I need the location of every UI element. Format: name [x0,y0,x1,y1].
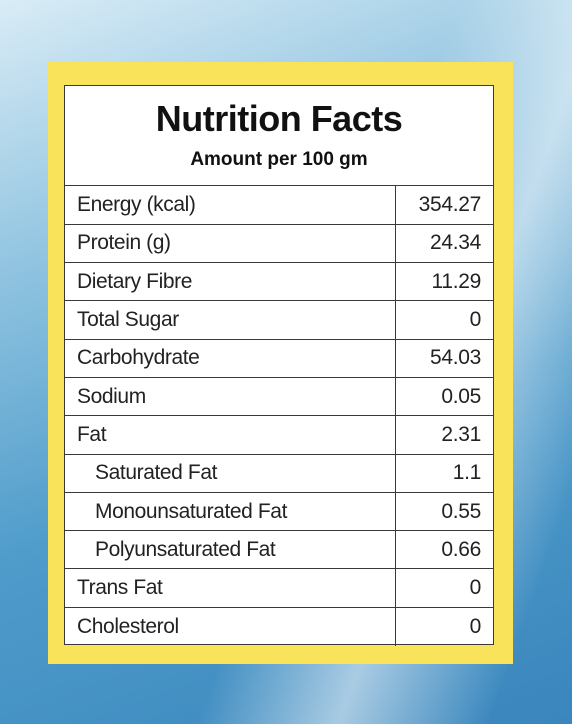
nutrient-value: 0 [394,568,493,608]
nutrient-value: 0.66 [394,530,493,570]
nutrient-name: Trans Fat [65,568,395,608]
table-row: Saturated Fat 1.1 [65,454,493,493]
table-row: Trans Fat 0 [65,568,493,608]
nutrient-name: Dietary Fibre [65,262,395,302]
table-row: Polyunsaturated Fat 0.66 [65,530,493,570]
nutrient-value: 54.03 [394,339,493,378]
table-row: Carbohydrate 54.03 [65,339,493,378]
nutrient-value: 0 [394,607,493,646]
nutrient-value: 1.1 [394,454,493,493]
nutrient-subname: Saturated Fat [65,454,395,493]
table-row: Energy (kcal) 354.27 [65,186,493,225]
label-subtitle: Amount per 100 gm [190,149,368,170]
nutrient-name: Fat [65,415,395,455]
nutrient-value: 2.31 [394,415,493,455]
nutrient-name: Total Sugar [65,300,395,340]
nutrient-subname: Monounsaturated Fat [65,492,395,532]
nutrient-value: 24.34 [394,224,493,264]
table-row: Protein (g) 24.34 [65,224,493,264]
nutrient-name: Energy (kcal) [65,186,395,225]
table-row: Total Sugar 0 [65,300,493,340]
table-row: Dietary Fibre 11.29 [65,262,493,302]
nutrition-label: Nutrition Facts Amount per 100 gm Energy… [64,85,494,646]
nutrient-name: Carbohydrate [65,339,395,378]
table-row: Monounsaturated Fat 0.55 [65,492,493,532]
table-row: Sodium 0.05 [65,377,493,417]
label-title: Nutrition Facts [155,98,403,139]
nutrient-value: 0.55 [394,492,493,532]
nutrient-value: 354.27 [394,186,493,225]
nutrient-subname: Polyunsaturated Fat [65,530,395,570]
nutrition-table: Energy (kcal) 354.27 Protein (g) 24.34 D… [65,186,493,646]
table-row: Cholesterol 0 [65,607,493,646]
nutrient-value: 0.05 [394,377,493,417]
label-header: Nutrition Facts Amount per 100 gm [65,86,493,186]
nutrient-name: Cholesterol [77,614,179,638]
table-row: Fat 2.31 [65,415,493,455]
nutrient-name: Protein (g) [65,224,395,264]
nutrient-name: Sodium [65,377,395,417]
nutrient-value: 11.29 [394,262,493,302]
yellow-frame: Nutrition Facts Amount per 100 gm Energy… [48,62,513,664]
nutrient-value: 0 [394,300,493,340]
